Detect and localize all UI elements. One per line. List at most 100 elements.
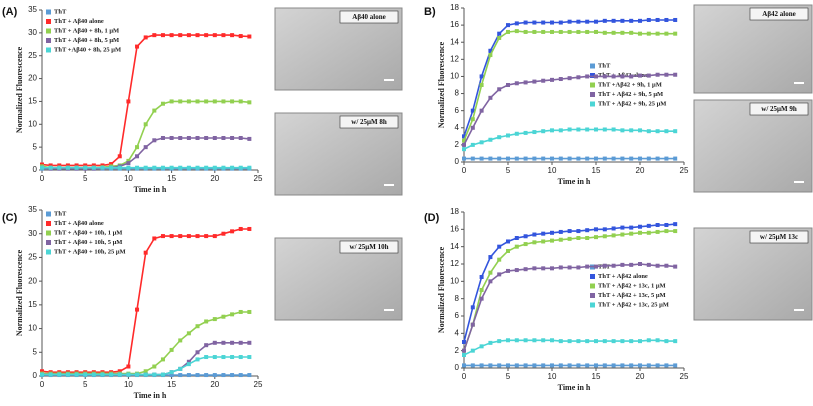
data-point — [594, 235, 598, 240]
data-point — [152, 108, 157, 113]
data-point — [567, 229, 572, 234]
data-point — [204, 343, 209, 348]
data-point — [169, 33, 174, 38]
data-point — [629, 18, 634, 23]
legend-swatch — [590, 283, 595, 289]
data-point — [646, 31, 651, 36]
legend-swatch — [590, 92, 595, 97]
data-point — [541, 20, 546, 25]
data-point — [143, 35, 148, 40]
data-point — [602, 127, 607, 132]
data-point — [479, 83, 484, 87]
data-point — [646, 129, 651, 134]
data-point — [479, 296, 484, 301]
data-point — [585, 236, 590, 240]
data-point — [74, 372, 79, 377]
data-point — [83, 163, 88, 168]
data-point — [514, 363, 519, 368]
data-point — [221, 33, 226, 38]
data-point — [576, 363, 581, 368]
data-point — [638, 128, 642, 133]
data-point — [611, 233, 616, 238]
data-point — [230, 136, 235, 140]
data-point — [247, 100, 252, 105]
data-point — [497, 272, 502, 277]
data-point — [186, 331, 191, 336]
data-point — [523, 80, 528, 85]
y-tick-label: 2 — [455, 140, 460, 149]
data-point — [48, 163, 53, 168]
data-point — [655, 31, 660, 36]
data-point — [532, 240, 537, 245]
panel-label: B) — [424, 6, 436, 18]
x-tick-label: 15 — [167, 380, 176, 389]
data-point — [576, 75, 581, 80]
legend-label: ThT +Aβ40 + 8h, 25 μM — [54, 46, 121, 53]
data-point — [178, 33, 183, 38]
data-point — [479, 344, 484, 349]
series-line — [41, 137, 250, 170]
y-tick-label: 16 — [450, 224, 459, 233]
data-point — [65, 165, 70, 170]
data-point — [646, 230, 651, 235]
series-line — [463, 230, 676, 351]
data-point — [186, 99, 191, 104]
data-point — [238, 373, 243, 378]
data-point — [567, 19, 572, 24]
data-point — [594, 29, 598, 34]
data-point — [83, 165, 88, 170]
data-point — [497, 244, 502, 249]
data-point — [585, 156, 590, 161]
data-point — [221, 99, 226, 104]
legend-swatch — [590, 302, 595, 308]
data-point — [585, 363, 590, 368]
data-point — [541, 239, 546, 244]
data-point — [638, 224, 642, 229]
data-point — [532, 29, 537, 34]
y-axis-label: Normalized Fluorescence — [15, 46, 24, 133]
legend-swatch — [46, 38, 51, 43]
data-point — [152, 364, 157, 369]
data-point — [470, 142, 475, 147]
data-point — [550, 156, 554, 161]
data-point — [497, 135, 502, 140]
data-point — [462, 142, 466, 147]
data-point — [629, 225, 634, 230]
data-point — [638, 262, 642, 266]
x-tick-label: 5 — [83, 380, 88, 389]
data-point — [152, 165, 157, 170]
legend-label: ThT + Aβ40 alone — [54, 220, 104, 227]
data-point — [602, 363, 607, 368]
legend-swatch — [46, 28, 51, 34]
data-point — [576, 19, 581, 24]
data-point — [204, 319, 209, 324]
x-tick-label: 5 — [506, 372, 511, 381]
data-point — [638, 73, 642, 78]
y-tick-label: 10 — [450, 276, 459, 285]
data-point — [602, 339, 607, 344]
data-point — [83, 372, 88, 377]
data-point — [523, 130, 528, 135]
data-point — [488, 53, 493, 58]
data-point — [532, 156, 537, 161]
data-point — [611, 339, 616, 344]
data-point — [91, 165, 96, 170]
data-point — [160, 101, 165, 106]
x-tick-label: 10 — [124, 380, 133, 389]
data-point — [550, 230, 554, 235]
x-tick-label: 0 — [40, 380, 45, 389]
data-point — [230, 33, 235, 38]
data-point — [135, 372, 140, 377]
data-point — [673, 222, 678, 227]
data-point — [195, 357, 200, 362]
data-point — [523, 267, 528, 272]
data-point — [488, 137, 493, 142]
data-point — [470, 348, 475, 353]
data-point — [655, 17, 660, 22]
y-tick-label: 5 — [33, 142, 38, 151]
data-point — [523, 363, 528, 368]
data-point — [135, 307, 140, 312]
data-point — [673, 264, 678, 269]
data-point — [532, 20, 537, 25]
legend-swatch — [590, 293, 595, 298]
